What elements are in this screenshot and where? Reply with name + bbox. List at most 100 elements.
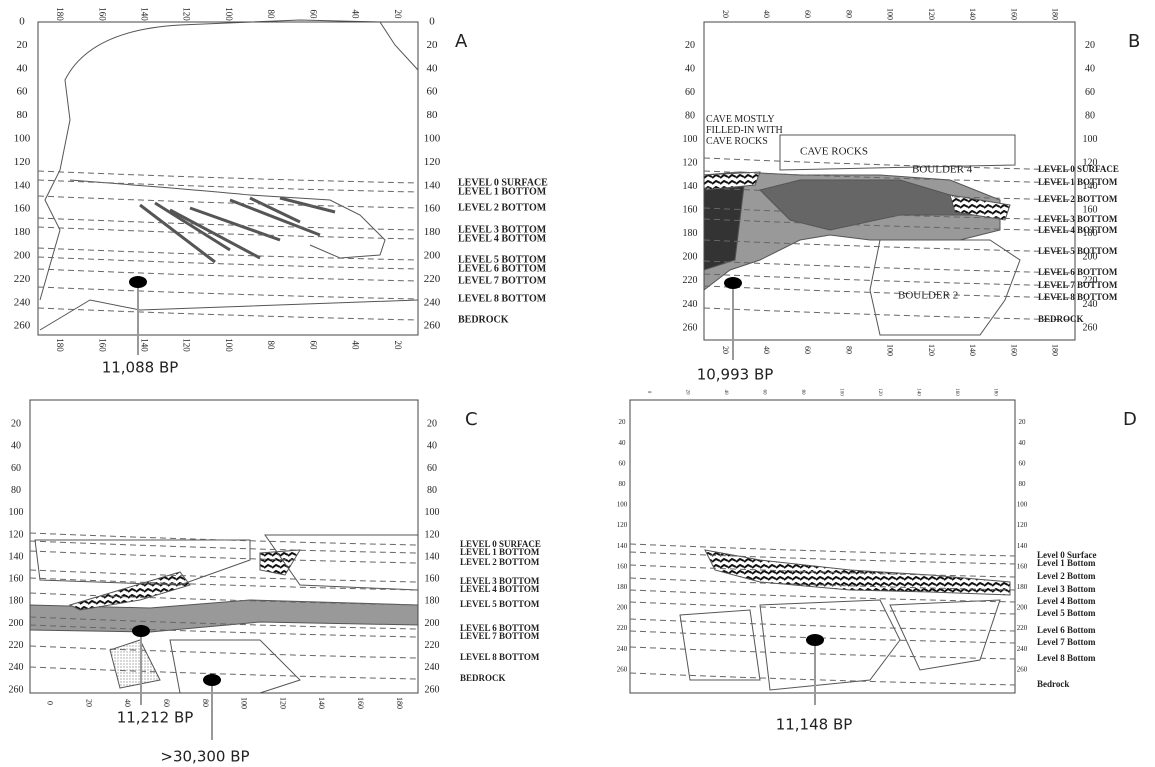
depth-tick-left: 260 [9,684,24,695]
horizontal-tick: 120 [182,338,192,352]
depth-tick-right: 40 [427,62,439,74]
level-label: Level 3 Bottom [1037,584,1096,594]
depth-tick-right: 100 [424,133,441,145]
level-label: LEVEL 3 BOTTOM [1038,214,1118,224]
depth-tick-left: 160 [617,562,628,570]
horizontal-tick: 100 [886,8,895,20]
horizontal-tick: 20 [393,341,403,351]
depth-tick-right: 60 [427,86,439,98]
level-label: LEVEL 4 BOTTOM [460,584,540,594]
depth-tick-right: 180 [1017,583,1028,591]
horizontal-tick: 60 [308,341,318,351]
depth-tick-left: 100 [14,133,31,145]
depth-tick-left: 60 [17,86,29,98]
depth-tick-left: 100 [617,501,628,509]
depth-tick-left: 120 [617,521,628,529]
horizontal-tick: 180 [55,7,65,21]
level-line [30,667,418,679]
horizontal-tick: 40 [351,341,361,351]
note-box: CAVE MOSTLY FILLED-IN WITH CAVE ROCKS [706,114,811,184]
horizontal-tick: 100 [240,697,249,709]
level-line [630,544,1015,556]
horizontal-tick: 160 [1009,8,1018,20]
depth-tick-right: 240 [1017,645,1028,653]
level-line [630,619,1015,631]
horizontal-tick: 180 [1051,344,1060,356]
depth-tick-right: 160 [425,574,440,585]
depth-tick-right: 240 [424,296,441,308]
depth-tick-right: 180 [425,596,440,607]
depth-tick-right: 100 [425,507,440,518]
panel-letter: C [465,409,478,430]
horizontal-tick: 140 [968,8,977,20]
figure: A002020404060608080100100120120140140160… [0,0,1155,767]
horizontal-tick: 120 [278,697,287,709]
depth-tick-left: 60 [685,87,695,98]
horizontal-tick: 160 [1009,344,1018,356]
level-label: LEVEL 5 BOTTOM [1038,246,1118,256]
depth-tick-right: 40 [1019,439,1027,447]
level-label: LEVEL 2 BOTTOM [460,557,540,567]
level-line [38,308,418,320]
horizontal-tick: 120 [877,388,882,396]
depth-tick-left: 260 [683,322,698,333]
depth-tick-right: 80 [427,485,437,496]
depth-tick-right: 40 [427,441,437,452]
level-line [630,552,1015,564]
depth-tick-left: 240 [683,299,698,310]
panel-letter: A [455,31,468,52]
horizontal-tick: 180 [1051,8,1060,20]
depth-tick-left: 40 [11,441,21,452]
level-label: LEVEL 1 BOTTOM [460,547,540,557]
depth-tick-right: 140 [424,179,441,191]
level-line [38,171,418,183]
horizontal-tick: 140 [916,388,921,396]
level-label: LEVEL 8 BOTTOM [460,652,540,662]
date-label: 11,212 BP [117,709,194,727]
horizontal-tick: 80 [844,346,853,354]
depth-tick-right: 80 [427,109,439,121]
depth-tick-left: 200 [14,250,31,262]
depth-tick-right: 180 [424,226,441,238]
depth-tick-right: 200 [425,618,440,629]
level-line [38,218,418,230]
depth-tick-left: 180 [14,226,31,238]
horizontal-tick: 80 [800,390,805,396]
level-label: LEVEL 6 BOTTOM [1038,267,1118,277]
note: BOULDER 4 [912,164,973,176]
horizontal-tick: 40 [351,10,361,20]
horizontal-tick: 120 [182,7,192,21]
depth-tick-left: 140 [14,179,31,191]
panel-c-drawing [30,535,418,693]
depth-tick-left: 40 [685,63,695,74]
note: BOULDER 2 [898,290,958,302]
level-label: LEVEL 2 BOTTOM [458,202,547,213]
frame [30,400,418,693]
depth-tick-left: 80 [11,485,21,496]
horizontal-tick: 180 [395,697,404,709]
horizontal-tick: 60 [803,10,812,18]
horizontal-tick: 20 [721,346,730,354]
depth-tick-left: 120 [683,158,698,169]
depth-tick-left: 220 [14,273,31,285]
depth-tick-left: 20 [619,418,627,426]
depth-tick-left: 140 [9,551,24,562]
depth-tick-right: 60 [427,463,437,474]
depth-tick-right: 160 [424,203,441,215]
level-label: Level 5 Bottom [1037,608,1096,618]
depth-tick-right: 220 [424,273,441,285]
level-label: BEDROCK [1038,314,1084,324]
depth-tick-right: 220 [1017,624,1028,632]
depth-tick-left: 240 [9,662,24,673]
level-line [630,602,1015,614]
level-label: LEVEL 8 BOTTOM [458,293,547,304]
horizontal-tick: 80 [266,10,276,20]
level-label: BEDROCK [458,314,509,325]
level-label: Level 7 Bottom [1037,637,1096,647]
level-line [704,274,1075,286]
depth-tick-left: 140 [617,542,628,550]
horizontal-tick: 160 [97,7,107,21]
depth-tick-left: 180 [683,228,698,239]
depth-tick-left: 80 [17,109,29,121]
horizontal-tick: 20 [721,10,730,18]
